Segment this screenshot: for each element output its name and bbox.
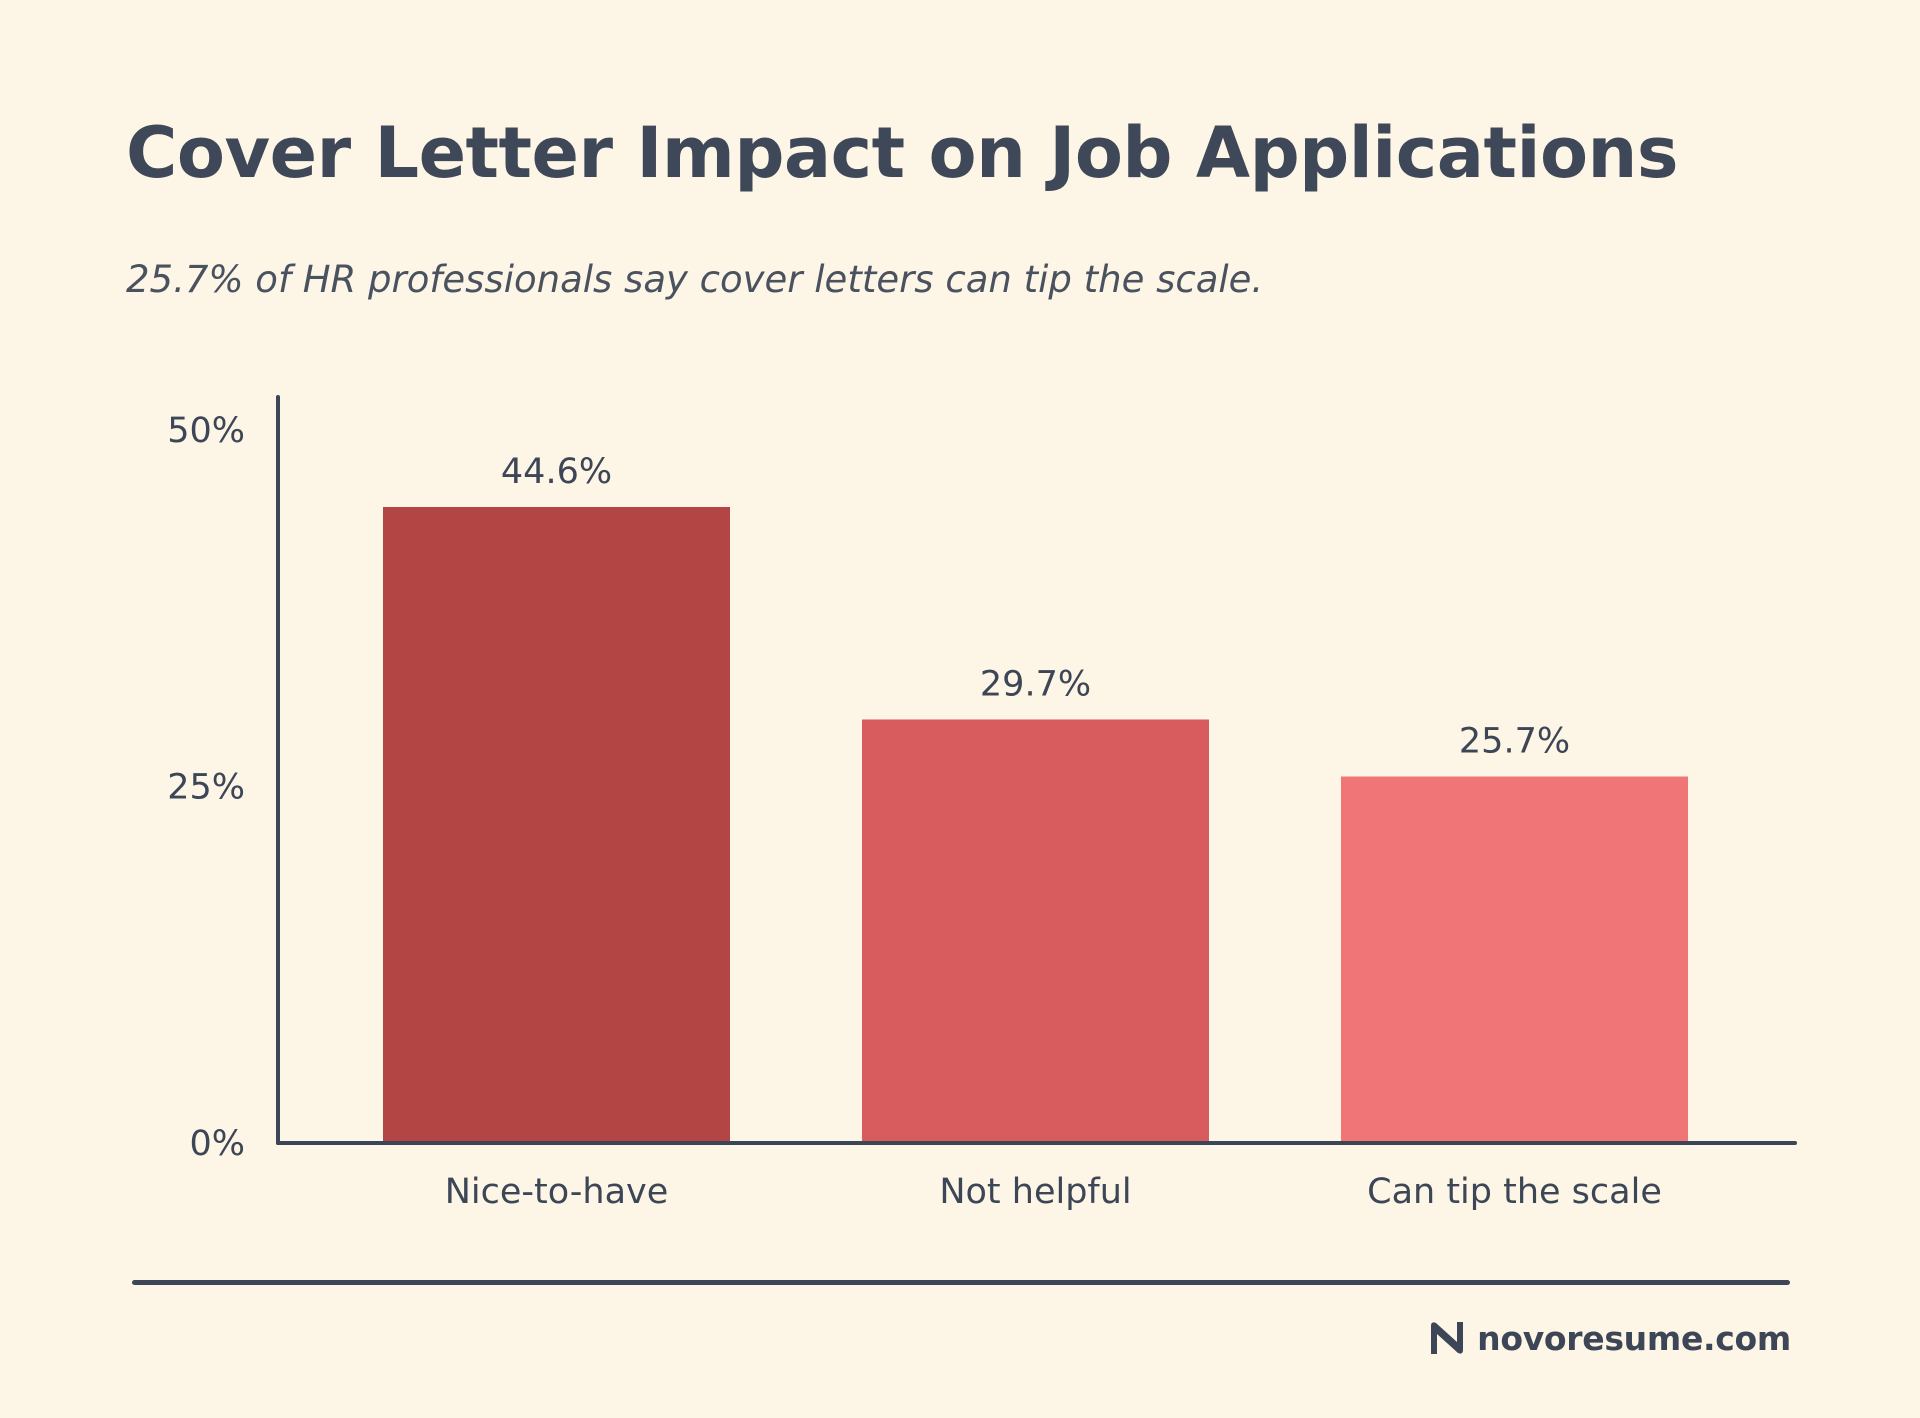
data-label-1: 44.6% <box>501 452 612 492</box>
data-label-3: 25.7% <box>1459 722 1570 762</box>
bar-1 <box>383 507 730 1143</box>
footer-divider <box>132 1280 1790 1285</box>
y-tick-label-25: 25% <box>167 768 245 808</box>
x-tick-label-3: Can tip the scale <box>1367 1172 1662 1212</box>
brand-name: novoresume.com <box>1477 1318 1791 1358</box>
y-tick-label-50: 50% <box>167 411 245 451</box>
brand: novoresume.com <box>1427 1318 1791 1358</box>
y-tick-label-0: 0% <box>189 1124 245 1164</box>
data-label-2: 29.7% <box>980 664 1091 704</box>
x-tick-label-1: Nice-to-have <box>445 1172 669 1212</box>
chart-title: Cover Letter Impact on Job Applications <box>126 112 1679 194</box>
chart-subtitle: 25.7% of HR professionals say cover lett… <box>126 258 1264 301</box>
n-logo-icon <box>1431 1322 1464 1354</box>
bar-2 <box>862 719 1209 1143</box>
x-tick-label-2: Not helpful <box>939 1172 1131 1212</box>
bar-3 <box>1341 776 1688 1143</box>
